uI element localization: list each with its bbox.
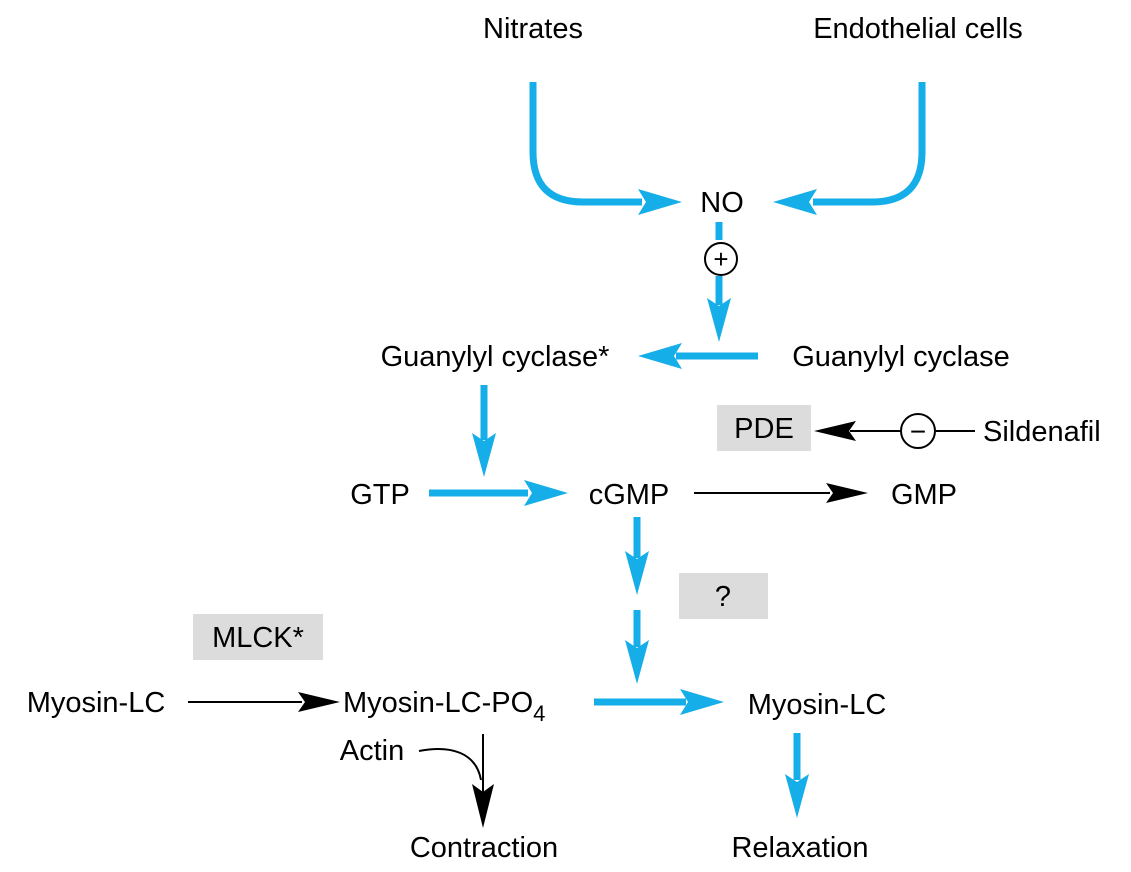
contraction-label: Contraction [410,832,558,864]
activator-sign: + [713,244,728,274]
endothelial-cells-label: Endothelial cells [813,13,1023,45]
nitrates-to-no-arrow [529,82,642,206]
guanylyl-cyclase-label: Guanylyl cyclase [792,341,1010,373]
endothelial-to-no-arrow [813,82,926,206]
activator-circle [704,242,738,276]
gtp-to-cgmp-arrowhead [524,480,568,506]
relaxation-label: Relaxation [731,832,868,864]
gtp-label: GTP [350,479,410,511]
unknown-step-label: ? [715,581,731,613]
mlck-box [193,614,323,660]
cgmp-to-gmp-arrowhead [826,483,868,503]
endothelial-to-no-arrowhead [773,189,817,215]
cgmp-down-arrowhead-1 [625,551,649,595]
myosin-lc-right-label: Myosin-LC [748,689,887,721]
unknown-step-box [679,573,768,619]
pde-label: PDE [734,413,794,445]
dephosphorylation-arrowhead [680,689,724,715]
guanylyl-cyclase-active-label: Guanylyl cyclase* [381,341,610,373]
activator-to-cyclase-arrowhead [707,298,731,342]
cyclase-to-gtp-conversion-arrowhead [472,433,496,477]
pde-box [717,405,811,451]
to-contraction-arrowhead [472,784,494,828]
no-label: NO [700,187,744,219]
cgmp-down-arrowhead-2 [625,640,649,684]
mlck-label: MLCK* [212,622,304,654]
to-relaxation-arrowhead [785,774,809,818]
myosin-phosphorylation-arrowhead [298,692,340,712]
nitrates-label: Nitrates [483,13,583,45]
gmp-label: GMP [891,479,957,511]
cyclase-activation-arrowhead [638,343,682,369]
actin-label: Actin [340,735,404,767]
inhibitor-to-pde-arrowhead [814,421,856,441]
sildenafil-label: Sildenafil [983,416,1101,448]
myosin-lc-left-label: Myosin-LC [27,687,166,719]
myosin-lc-po4-label: Myosin-LC-PO4 [343,687,545,726]
cgmp-label: cGMP [589,479,670,511]
actin-curve [418,748,482,781]
nitrates-to-no-arrowhead [638,189,682,215]
inhibitor-sign: − [910,416,926,447]
